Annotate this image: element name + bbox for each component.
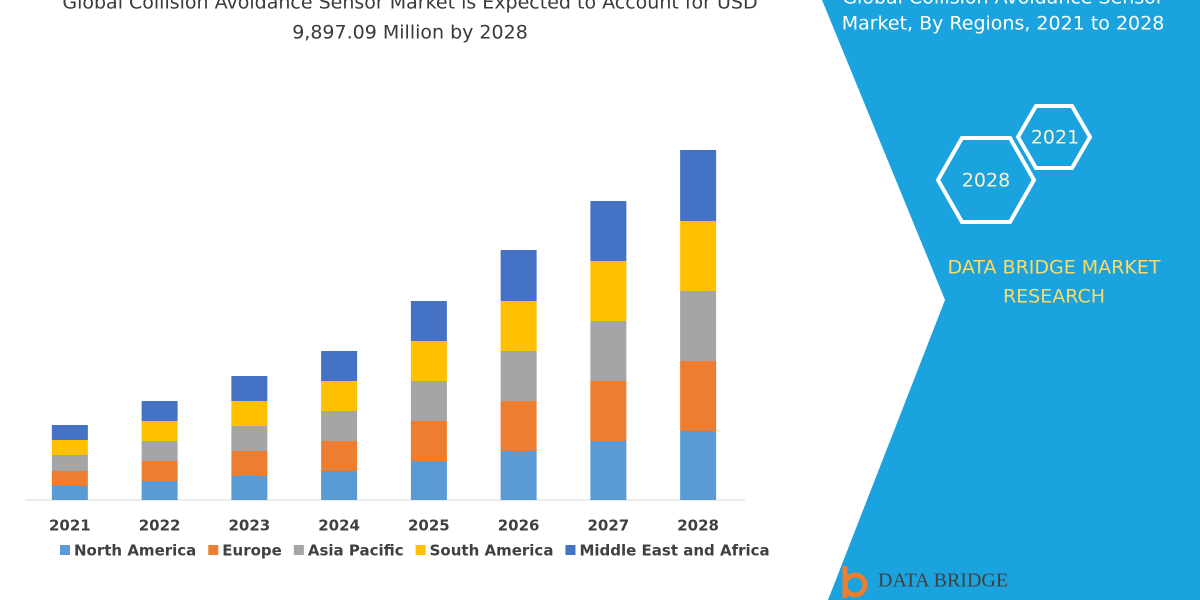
- panel-title: Global Collision Avoidance Sensor: [842, 0, 1164, 9]
- x-tick-label: 2022: [139, 517, 181, 535]
- bar-segment: [410, 381, 447, 421]
- chart-title: Global Collision Avoidance Sensor Market…: [62, 0, 757, 14]
- bar-segment: [680, 150, 717, 221]
- bar-segment: [680, 291, 717, 361]
- bar-segment: [500, 301, 537, 351]
- bar-segment: [590, 321, 627, 381]
- bar-segment: [321, 441, 358, 471]
- bar-segment: [590, 381, 627, 441]
- legend-swatch: [293, 545, 304, 555]
- bar-segment: [51, 486, 88, 500]
- badge-label: 2021: [1031, 127, 1079, 149]
- bar-segment: [410, 301, 447, 341]
- brand-text: DATA BRIDGE MARKET: [948, 257, 1161, 279]
- logo-icon: [842, 566, 868, 598]
- bar-segment: [231, 426, 268, 451]
- legend-label: Middle East and Africa: [579, 542, 769, 560]
- legend-swatch: [60, 545, 70, 555]
- x-tick-label: 2027: [588, 517, 630, 535]
- legend-label: Asia Pacific: [308, 542, 404, 560]
- bar-segment: [590, 261, 627, 321]
- bar-segment: [680, 221, 717, 291]
- side-panel: [822, 0, 1200, 600]
- bar-segment: [51, 471, 88, 486]
- badge-label: 2028: [962, 170, 1010, 192]
- x-tick-label: 2023: [229, 517, 271, 535]
- bar-segment: [500, 250, 537, 301]
- bar-segment: [51, 455, 88, 471]
- x-tick-label: 2026: [498, 517, 540, 535]
- panel-title: Market, By Regions, 2021 to 2028: [842, 13, 1165, 35]
- bar-segment: [680, 431, 717, 500]
- bar-segment: [500, 451, 537, 500]
- bar-segment: [321, 381, 358, 411]
- bar-segment: [141, 441, 178, 461]
- legend-label: South America: [430, 542, 554, 560]
- logo-text: DATA BRIDGE: [878, 570, 1008, 592]
- bar-segment: [680, 361, 717, 431]
- bar-segment: [590, 441, 627, 500]
- hexagon: [1015, 104, 1093, 170]
- bar-segment: [590, 201, 627, 261]
- x-tick-label: 2028: [677, 517, 719, 535]
- brand-text: RESEARCH: [1003, 286, 1105, 308]
- bar-segment: [231, 376, 268, 401]
- bar-segment: [500, 351, 537, 401]
- bar-segment: [321, 411, 358, 441]
- hexagon: [935, 136, 1037, 224]
- legend-label: Europe: [222, 542, 282, 560]
- x-tick-label: 2021: [49, 517, 91, 535]
- x-tick-label: 2025: [408, 517, 450, 535]
- bar-segment: [231, 451, 268, 476]
- bar-segment: [410, 421, 447, 461]
- chart-title: 9,897.09 Million by 2028: [292, 22, 528, 44]
- plot: 2021 2022 2023 2024 2025 2026 2027 2028 North Am…: [49, 150, 770, 560]
- legend-label: North America: [74, 542, 196, 560]
- x-tick-label: 2024: [318, 517, 360, 535]
- bar-segment: [141, 421, 178, 441]
- bar-segment: [51, 425, 88, 440]
- bar-segment: [231, 476, 268, 500]
- bar-segment: [51, 440, 88, 455]
- bar-segment: [321, 351, 358, 381]
- bar-segment: [141, 401, 178, 421]
- bar-segment: [410, 341, 447, 381]
- bar-segment: [141, 481, 178, 500]
- bar-segment: [410, 461, 447, 500]
- legend-swatch: [208, 545, 219, 555]
- bar-segment: [321, 471, 358, 500]
- bar-segment: [141, 461, 178, 481]
- bar-segment: [231, 401, 268, 426]
- legend-swatch: [415, 545, 426, 555]
- bar-segment: [500, 401, 537, 451]
- legend-swatch: [565, 545, 576, 555]
